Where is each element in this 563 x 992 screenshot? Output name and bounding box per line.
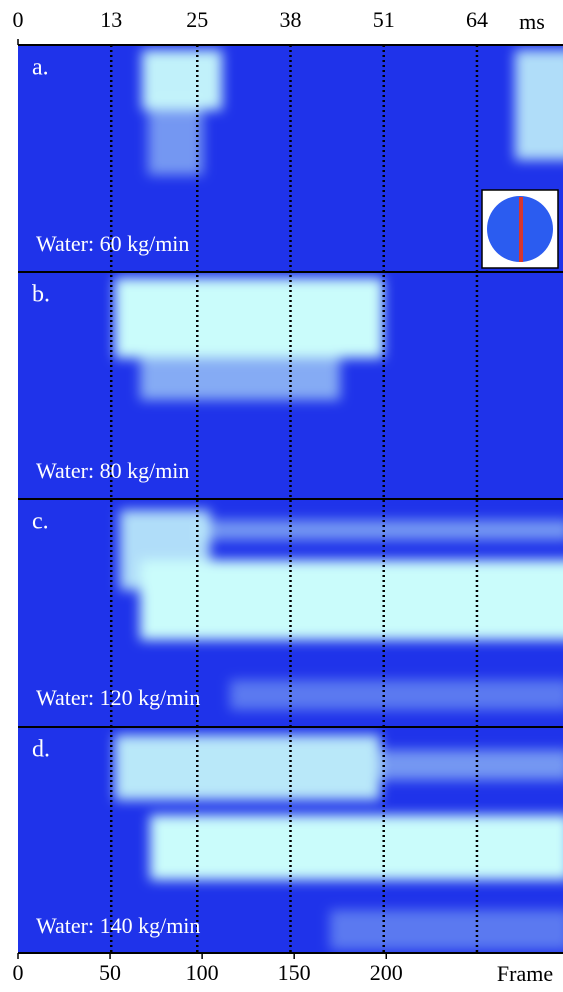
blob [142,50,563,175]
panel-caption: Water: 120 kg/min [36,685,200,710]
inset [481,189,559,269]
bottom-tick-label: 150 [278,960,311,985]
bottom-axis-unit: Frame [497,961,553,986]
panel-label: c. [32,509,49,535]
panel-label: b. [32,282,50,308]
panel-label: a. [32,55,49,81]
top-tick-label: 25 [186,7,208,32]
top-tick-label: 38 [280,7,302,32]
blob [115,735,563,950]
panel-caption: Water: 80 kg/min [36,458,189,483]
bottom-tick-label: 50 [99,960,121,985]
blob [115,278,383,400]
axes: 0 13 25 38 51 64 ms 0 50 100 150 200 Frame a. Water: 6… [13,7,554,986]
top-tick-label: 13 [100,7,122,32]
blob [120,510,563,710]
panel-caption: Water: 140 kg/min [36,913,200,938]
panel-caption: Water: 60 kg/min [36,231,189,256]
top-tick-label: 51 [373,7,395,32]
bottom-tick-label: 0 [13,960,24,985]
bottom-tick-label: 200 [370,960,403,985]
top-tick-label: 64 [466,7,488,32]
top-axis-unit: ms [519,9,545,34]
top-tick-label: 0 [13,7,24,32]
panel-label: d. [32,737,50,763]
bottom-tick-label: 100 [186,960,219,985]
